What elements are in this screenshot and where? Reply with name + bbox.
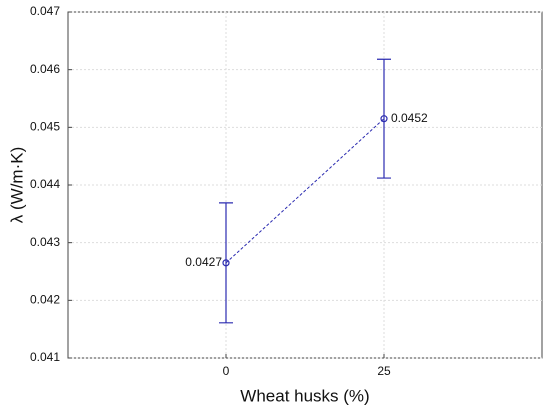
x-tick-label: 25: [377, 364, 391, 378]
y-tick-label: 0.044: [30, 177, 60, 191]
data-label: 0.0427: [185, 255, 222, 269]
x-tick-label: 0: [223, 364, 230, 378]
series-line: [225, 118, 385, 264]
y-tick-label: 0.041: [30, 350, 60, 364]
error-bar: [377, 58, 391, 179]
data-label: 0.0452: [391, 111, 428, 125]
data-point: [222, 259, 230, 267]
y-tick-label: 0.046: [30, 62, 60, 76]
y-tick-label: 0.047: [30, 4, 60, 18]
y-tick-label: 0.043: [30, 235, 60, 249]
error-bar: [219, 202, 233, 324]
y-tick-label: 0.042: [30, 293, 60, 307]
data-point: [380, 115, 388, 123]
x-axis-title: Wheat husks (%): [240, 386, 369, 405]
y-axis-title: λ (W/m·K): [7, 147, 26, 223]
y-tick-label: 0.045: [30, 120, 60, 134]
